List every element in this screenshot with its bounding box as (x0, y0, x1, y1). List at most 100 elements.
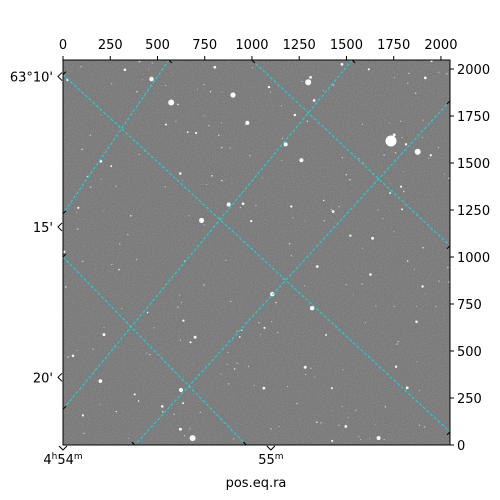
x-axis-title: pos.eq.ra (226, 476, 287, 491)
right-tick-label: 1500 (457, 157, 490, 172)
star (404, 143, 408, 146)
star (225, 259, 227, 261)
star (178, 387, 184, 393)
star (362, 162, 364, 164)
star (119, 243, 121, 245)
star (414, 148, 421, 155)
star (371, 236, 375, 240)
star (213, 65, 217, 69)
star (149, 353, 151, 356)
star (331, 210, 335, 213)
dec-grid-line (63, 256, 247, 445)
star (443, 173, 446, 175)
star (330, 208, 332, 211)
star (92, 348, 94, 350)
star (203, 115, 205, 117)
top-tick-label: 0 (59, 38, 67, 53)
star (178, 427, 182, 431)
grid-edge-tick (62, 210, 67, 215)
star (312, 99, 316, 102)
star (415, 320, 418, 324)
star (238, 336, 241, 338)
star (446, 266, 449, 269)
top-tick-label: 1250 (283, 38, 316, 53)
top-tick-label: 1000 (235, 38, 268, 53)
star (241, 202, 245, 206)
star (342, 369, 344, 371)
star (230, 92, 236, 98)
star (221, 146, 223, 149)
star (430, 60, 433, 63)
star (149, 76, 154, 82)
star (258, 322, 260, 324)
star (211, 174, 213, 177)
star (182, 319, 185, 322)
star (275, 301, 277, 304)
top-tick-label: 500 (145, 38, 170, 53)
star (402, 171, 404, 173)
star (261, 177, 263, 179)
right-tick-label: 1250 (457, 204, 490, 219)
star (111, 263, 113, 266)
star (230, 300, 232, 303)
star (160, 405, 164, 408)
right-tick-label: 1000 (457, 251, 490, 266)
star (195, 131, 198, 135)
star (423, 426, 426, 428)
dec-grid-line (63, 74, 450, 433)
star (128, 438, 130, 440)
star (175, 120, 177, 122)
star (394, 151, 397, 154)
star (203, 224, 205, 226)
star (189, 435, 196, 442)
star (229, 147, 231, 149)
star (330, 387, 333, 390)
grid-edge-tick (62, 71, 67, 76)
star (233, 438, 235, 440)
star (323, 220, 325, 222)
star (355, 409, 357, 412)
star (177, 103, 179, 106)
star (399, 120, 402, 123)
ra-tick-label: 55m (258, 452, 283, 468)
star (401, 208, 404, 211)
star (227, 351, 229, 354)
star (359, 439, 362, 441)
star (338, 424, 340, 426)
star (193, 335, 197, 339)
star (331, 439, 334, 442)
star (323, 89, 324, 91)
star (236, 330, 238, 332)
star (446, 72, 448, 75)
star (421, 285, 424, 288)
star (422, 119, 424, 121)
star (299, 158, 304, 163)
star (340, 63, 344, 66)
star (64, 286, 67, 288)
star (151, 62, 153, 64)
star (99, 403, 101, 405)
star (164, 85, 166, 86)
star (314, 376, 316, 378)
star (309, 305, 315, 311)
star (137, 400, 140, 402)
star (383, 154, 385, 156)
star (375, 305, 377, 307)
star (148, 68, 150, 70)
star (369, 438, 371, 440)
star (421, 136, 423, 138)
star (322, 199, 325, 202)
top-tick-label: 750 (192, 38, 217, 53)
star (402, 190, 405, 193)
dec-tick-mark (57, 72, 63, 81)
star (382, 218, 384, 220)
star (281, 159, 283, 161)
star (82, 260, 84, 263)
star (226, 363, 228, 365)
star (358, 436, 360, 438)
star (199, 411, 201, 413)
star (110, 165, 113, 168)
star (182, 402, 185, 405)
star (418, 424, 421, 426)
star (89, 134, 92, 136)
